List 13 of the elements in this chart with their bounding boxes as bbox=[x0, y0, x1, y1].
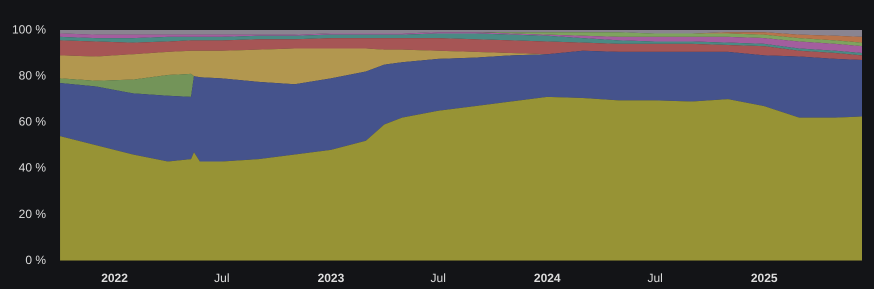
y-tick-label: 40 % bbox=[18, 160, 46, 175]
x-tick-label: 2025 bbox=[750, 271, 778, 286]
y-tick-label: 20 % bbox=[18, 206, 46, 221]
x-tick-label: Jul bbox=[430, 271, 446, 286]
x-tick-label: 2022 bbox=[101, 271, 128, 286]
x-tick-label: 2024 bbox=[534, 271, 561, 286]
y-tick-label: 80 % bbox=[18, 68, 46, 82]
x-tick-label: 2023 bbox=[318, 271, 345, 286]
y-tick-label: 100 % bbox=[12, 22, 46, 36]
y-tick-label: 60 % bbox=[18, 114, 46, 129]
x-tick-label: Jul bbox=[647, 271, 663, 286]
x-tick-label: Jul bbox=[214, 271, 230, 286]
y-tick-label: 0 % bbox=[25, 252, 46, 267]
